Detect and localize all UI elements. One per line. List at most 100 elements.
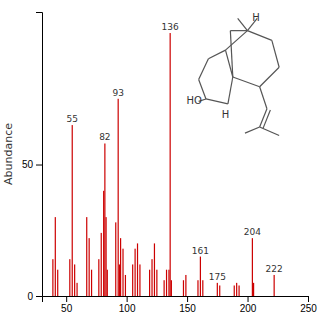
bar — [200, 257, 201, 296]
bar — [185, 275, 186, 296]
x-tick-label: 100 — [119, 303, 136, 314]
structure-bond — [208, 50, 225, 59]
bar — [105, 217, 106, 296]
bar — [76, 283, 77, 296]
peak-label: 55 — [67, 114, 78, 124]
bar — [274, 275, 275, 296]
structure-bond — [260, 67, 280, 87]
bar — [166, 270, 167, 296]
bar — [217, 283, 218, 296]
structure-bond — [263, 110, 270, 128]
y-tick: 50 — [22, 159, 42, 170]
bar — [115, 222, 116, 296]
bar — [253, 283, 254, 296]
x-tick-label: 150 — [179, 303, 196, 314]
bar — [149, 270, 150, 296]
bar — [154, 243, 155, 296]
y-tick-label: 50 — [22, 159, 34, 170]
plot: 50100150200250050558293136161204175222 — [22, 13, 317, 315]
structure-bond — [260, 109, 267, 127]
peak-label: 222 — [266, 264, 283, 274]
x-tick-label: 200 — [240, 303, 257, 314]
bar — [202, 280, 203, 296]
bar — [120, 238, 121, 296]
bar — [103, 191, 104, 296]
bar — [98, 259, 99, 296]
bar — [252, 238, 253, 296]
structure-bond — [233, 77, 260, 87]
bar — [171, 280, 172, 296]
x-tick: 150 — [179, 296, 196, 314]
bar — [118, 99, 119, 296]
bar — [170, 33, 171, 296]
structure-bond — [230, 31, 232, 77]
structure-bond — [272, 40, 279, 67]
bar — [55, 217, 56, 296]
structure-bond — [245, 127, 260, 133]
structure-bond — [206, 99, 228, 104]
structure-bond — [225, 31, 247, 51]
bar — [168, 270, 169, 296]
x-tick: 100 — [119, 296, 136, 314]
y-axis: 0 50 — [22, 13, 43, 302]
structure-bond — [247, 31, 271, 41]
x-tick: 50 — [61, 296, 73, 314]
y-tick: 0 — [27, 291, 42, 302]
x-tick-label: 250 — [300, 303, 317, 314]
structure-label: H — [252, 12, 260, 23]
structure-bond — [238, 18, 248, 30]
structure-label: H — [222, 109, 230, 120]
y-tick-mark — [36, 165, 42, 166]
bar — [52, 259, 53, 296]
x-tick-mark — [187, 296, 188, 302]
bar — [122, 249, 123, 296]
annotations: 558293136161204175222 — [67, 22, 283, 282]
x-axis: 50 100 150 200 250 — [43, 296, 318, 314]
bar — [91, 270, 92, 296]
structure: HO H H — [186, 12, 279, 135]
bar — [197, 280, 198, 296]
bar — [139, 264, 140, 296]
bars — [52, 33, 274, 296]
bar — [236, 283, 237, 296]
bar — [89, 238, 90, 296]
y-tick-label: 0 — [27, 291, 33, 302]
bar — [183, 280, 184, 296]
x-axis-line — [43, 297, 309, 303]
bar — [135, 249, 136, 296]
bar — [107, 270, 108, 296]
bar — [151, 259, 152, 296]
y-axis-title: Abundance — [2, 123, 15, 185]
bar — [57, 270, 58, 296]
bar — [86, 217, 87, 296]
bar — [137, 243, 138, 296]
bar — [74, 264, 75, 296]
structure-bond — [199, 59, 209, 80]
structure-bond — [260, 87, 267, 109]
structure-label: HO — [186, 95, 202, 106]
bar — [238, 285, 239, 296]
chart: 50100150200250050558293136161204175222Ab… — [0, 0, 320, 320]
x-tick-mark — [66, 296, 67, 302]
x-tick-mark — [248, 296, 249, 302]
peak-label: 161 — [192, 246, 209, 256]
y-axis-line — [36, 13, 43, 297]
x-tick: 250 — [300, 296, 317, 314]
peak-label: 204 — [244, 227, 261, 237]
structure-bond — [228, 77, 233, 104]
bar — [164, 280, 165, 296]
bar — [72, 125, 73, 296]
y-tick-mark — [36, 296, 42, 297]
bar — [119, 264, 120, 296]
peak-label: 82 — [99, 132, 110, 142]
x-tick-mark — [308, 296, 309, 302]
bar — [234, 285, 235, 296]
bar — [69, 259, 70, 296]
structure-bond — [230, 30, 247, 31]
bar — [156, 270, 157, 296]
bar — [101, 233, 102, 296]
x-tick-mark — [127, 296, 128, 302]
x-tick-label: 50 — [61, 303, 73, 314]
bar — [104, 143, 105, 296]
peak-label: 175 — [209, 272, 226, 282]
